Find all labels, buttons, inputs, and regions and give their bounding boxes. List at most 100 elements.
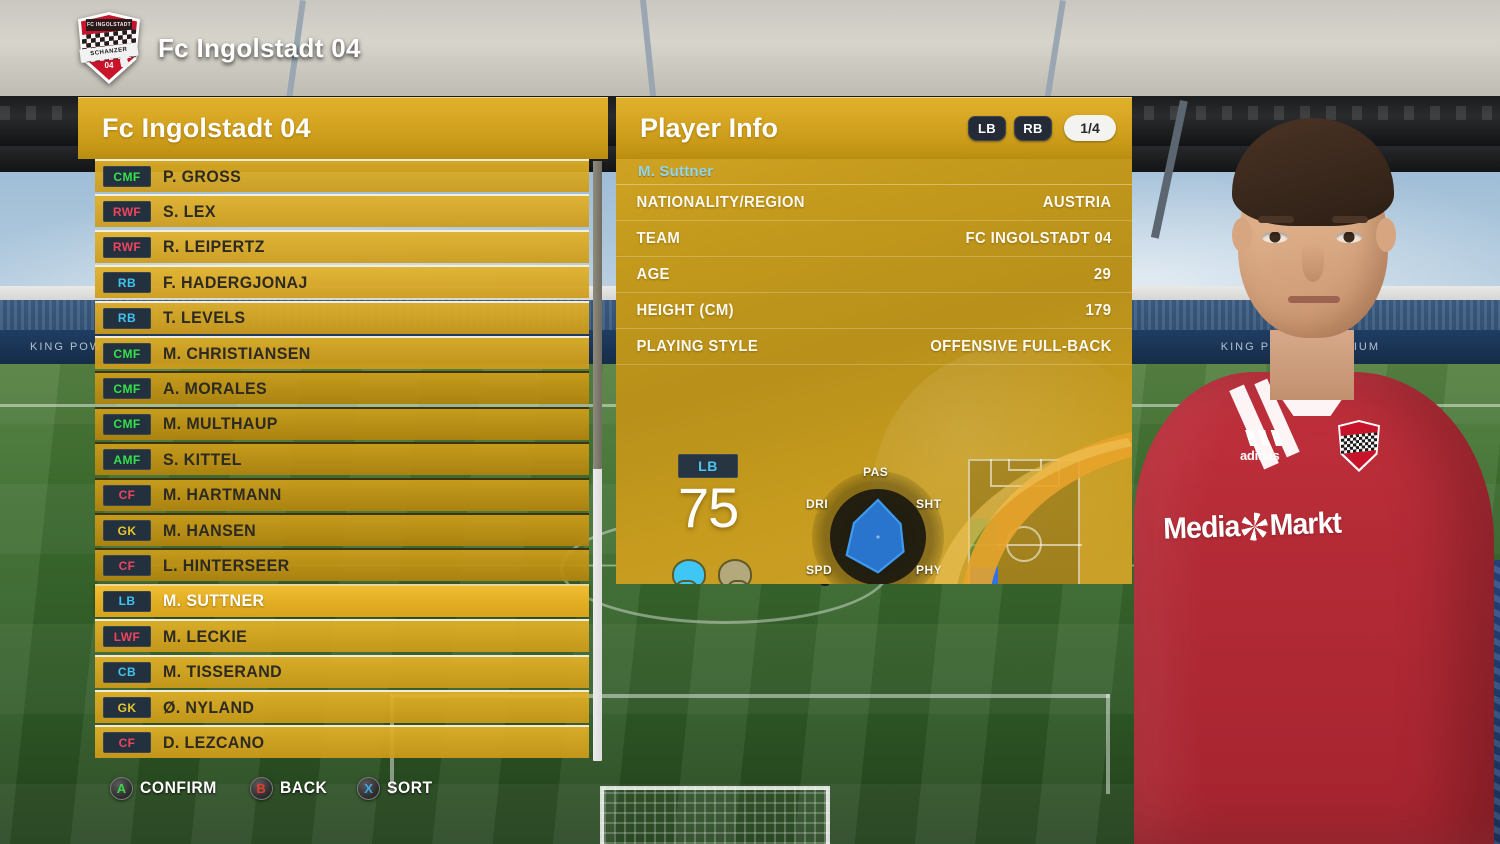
action-sort[interactable]: X SORT: [357, 776, 437, 800]
info-row-value: OFFENSIVE FULL-BACK: [930, 337, 1112, 355]
gamepad-button-b-icon: B: [249, 776, 273, 800]
dominant-foot-icon: [672, 559, 758, 584]
player-row-m-christiansen[interactable]: CMF M. CHRISTIANSEN: [95, 336, 589, 369]
kit-sponsor-secondary: Markt: [1269, 506, 1342, 543]
position-badge: CF: [103, 555, 151, 577]
player-nose: [1302, 244, 1324, 282]
squad-list-viewport: CMF P. GROSS RWF S. LEX RWF R. LEIPERTZ RB F. H…: [78, 159, 608, 765]
player-mouth: [1288, 296, 1340, 303]
player-row-m-hansen[interactable]: GK M. HANSEN: [95, 513, 589, 546]
attribute-radar-chart: PAS SHT PHY DEF SPD DRI: [806, 465, 944, 584]
position-badge: CMF: [103, 378, 151, 400]
player-row-name: L. HINTERSEER: [163, 555, 290, 575]
info-row-age: AGE 29: [616, 257, 1132, 293]
player-row-name: M. SUTTNER: [163, 591, 265, 611]
player-row-name: D. LEZCANO: [163, 732, 265, 752]
bumper-rb-button[interactable]: RB: [1014, 115, 1052, 141]
player-row-name: M. LECKIE: [163, 626, 248, 646]
player-row-name: A. MORALES: [163, 378, 268, 398]
gamepad-button-x-icon: X: [357, 776, 381, 800]
player-row-name: F. HADERGJONAJ: [163, 272, 308, 292]
position-badge: CMF: [103, 343, 151, 364]
pitch-cell-secondary: [970, 519, 998, 567]
squad-list-panel: Fc Ingolstadt 04 CMF P. GROSS RWF S. LEX RWF…: [78, 97, 608, 765]
radar-label-phy: PHY: [916, 563, 943, 577]
position-pitch-diagram: [968, 459, 1082, 584]
player-row-m-suttner[interactable]: LB M. SUTTNER: [95, 583, 589, 617]
radar-polygon: [845, 498, 905, 574]
info-row-label: TEAM: [636, 229, 681, 247]
player-row-t-levels[interactable]: RB T. LEVELS: [95, 300, 589, 334]
player-ear-left: [1232, 218, 1252, 252]
player-eye-right: [1336, 232, 1362, 243]
player-row-p-gross[interactable]: CMF P. GROSS: [95, 159, 589, 192]
info-row-value: 179: [1085, 301, 1112, 319]
action-confirm[interactable]: A CONFIRM: [110, 776, 224, 800]
info-row-playing-style: PLAYING STYLE OFFENSIVE FULL-BACK: [616, 329, 1132, 365]
squad-panel-title: Fc Ingolstadt 04: [102, 112, 311, 143]
position-badge: LB: [103, 590, 151, 612]
player-name-strip: M. Suttner: [616, 159, 1132, 185]
player-brow-left: [1258, 216, 1294, 223]
overall-rating-block: LB 75: [678, 454, 739, 536]
kit-team-crest-icon: [1338, 420, 1380, 472]
player-row-name: M. MULTHAUP: [163, 414, 278, 434]
player-info-title: Player Info: [640, 112, 779, 143]
info-row-label: PLAYING STYLE: [636, 337, 759, 355]
bumper-lb-button[interactable]: LB: [968, 115, 1006, 141]
player-render: adidas Media Markt: [1120, 0, 1500, 844]
player-row-name: P. GROSS: [163, 166, 242, 186]
player-row-nyland[interactable]: GK Ø. NYLAND: [95, 690, 589, 723]
position-badge: CF: [103, 732, 151, 754]
player-row-name: R. LEIPERTZ: [163, 237, 265, 257]
player-row-name: T. LEVELS: [163, 308, 246, 328]
player-info-header: Player Info LB RB 1/4: [616, 97, 1132, 159]
player-row-f-hadergjonaj[interactable]: RB F. HADERGJONAJ: [95, 265, 589, 299]
advert-text-left: KING POW: [30, 341, 103, 353]
radar-label-sht: SHT: [916, 497, 942, 511]
position-badge: RWF: [103, 201, 151, 223]
player-row-d-lezcano[interactable]: CF D. LEZCANO: [95, 725, 589, 759]
squad-scrollbar[interactable]: [593, 161, 602, 761]
action-label: BACK: [279, 778, 327, 797]
info-row-nationality-region: NATIONALITY/REGION AUSTRIA: [616, 185, 1132, 221]
info-row-value: FC INGOLSTADT 04: [965, 229, 1112, 247]
action-label: SORT: [387, 778, 433, 797]
info-row-label: AGE: [636, 265, 670, 283]
action-back[interactable]: B BACK: [249, 776, 332, 800]
player-row-s-kittel[interactable]: AMF S. KITTEL: [95, 442, 589, 476]
kit-sponsor-main: Media: [1162, 510, 1240, 546]
player-row-name: Ø. NYLAND: [163, 697, 255, 717]
player-row-name: M. CHRISTIANSEN: [163, 343, 311, 363]
radar-label-pas: PAS: [863, 465, 889, 479]
player-ear-right: [1376, 218, 1396, 252]
player-row-m-hartmann[interactable]: CF M. HARTMANN: [95, 477, 589, 511]
squad-scrollbar-thumb[interactable]: [593, 161, 602, 469]
info-row-team: TEAM FC INGOLSTADT 04: [616, 221, 1132, 257]
player-row-m-multhaup[interactable]: CMF M. MULTHAUP: [95, 406, 589, 440]
position-badge: LWF: [103, 626, 151, 648]
player-row-m-leckie[interactable]: LWF M. LECKIE: [95, 619, 589, 653]
position-badge: CMF: [103, 413, 151, 435]
player-row-r-leipertz[interactable]: RWF R. LEIPERTZ: [95, 229, 589, 263]
player-row-name: M. TISSERAND: [163, 662, 283, 682]
kit-brand-logo: adidas: [1240, 430, 1286, 463]
player-row-name: S. KITTEL: [163, 449, 242, 469]
sponsor-burst-icon: [1240, 512, 1269, 542]
player-row-a-morales[interactable]: CMF A. MORALES: [95, 371, 589, 405]
player-row-s-lex[interactable]: RWF S. LEX: [95, 194, 589, 228]
position-badge: CMF: [103, 166, 151, 187]
info-row-value: AUSTRIA: [1042, 193, 1112, 211]
info-row-label: HEIGHT (CM): [636, 301, 734, 319]
position-badge: RWF: [103, 236, 151, 258]
pitch-cell-primary-lb: [970, 567, 998, 584]
squad-list[interactable]: CMF P. GROSS RWF S. LEX RWF R. LEIPERTZ RB F. H…: [95, 159, 593, 765]
player-info-body: M. Suttner NATIONALITY/REGION AUSTRIA TEAM…: [616, 159, 1132, 584]
player-row-m-tisserand[interactable]: CB M. TISSERAND: [95, 654, 589, 688]
player-row-l-hinterseer[interactable]: CF L. HINTERSEER: [95, 548, 589, 582]
position-badge: RB: [103, 307, 151, 329]
player-kit: [1134, 372, 1494, 844]
position-badge: CF: [103, 484, 151, 506]
action-bar: A CONFIRM B BACK X SORT: [110, 770, 453, 806]
position-badge: GK: [103, 697, 151, 718]
